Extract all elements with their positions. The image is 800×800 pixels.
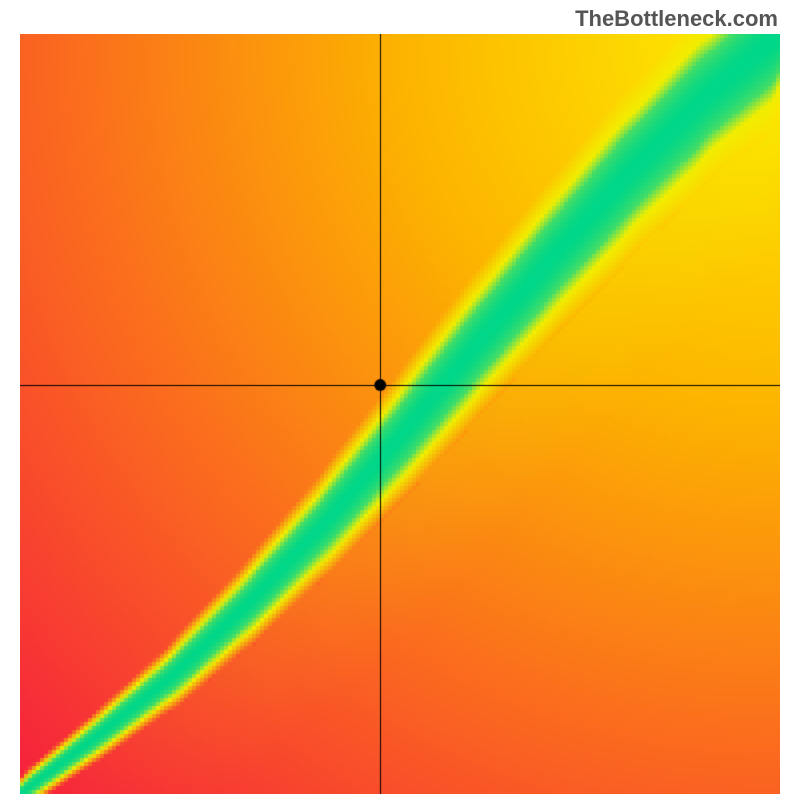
watermark-text: TheBottleneck.com: [575, 6, 778, 32]
chart-container: TheBottleneck.com: [0, 0, 800, 800]
bottleneck-heatmap: [20, 34, 780, 794]
